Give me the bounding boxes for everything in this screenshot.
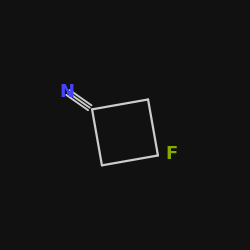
Text: F: F — [166, 145, 178, 163]
Text: N: N — [60, 83, 74, 101]
